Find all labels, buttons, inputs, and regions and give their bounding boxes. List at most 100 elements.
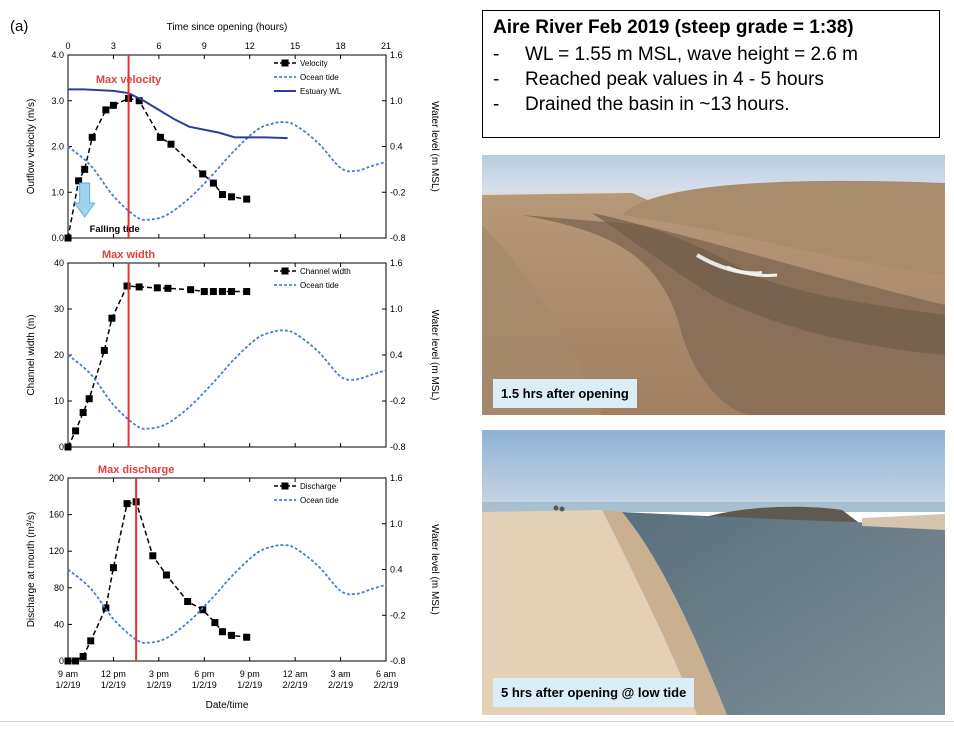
width-data-point — [64, 443, 72, 451]
width-data-point — [209, 288, 217, 296]
discharge-data-point — [184, 598, 192, 606]
footer-divider — [0, 721, 954, 722]
width-ytick-label: 10 — [54, 396, 64, 406]
bottom-xtick-date: 1/2/19 — [55, 680, 80, 690]
velocity-ytick-label: 0.0 — [51, 233, 64, 243]
top-xtick-label: 15 — [290, 41, 300, 51]
width-data-point — [218, 288, 226, 296]
width-y2tick-label: 1.0 — [390, 304, 403, 314]
discharge-data-point — [218, 628, 226, 636]
info-box-title: Aire River Feb 2019 (steep grade = 1:38) — [493, 17, 854, 38]
discharge-data-point — [243, 633, 251, 641]
width-y2tick-label: -0.8 — [390, 442, 406, 452]
info-box-list: - WL = 1.55 m MSL, wave height = 2.6 m -R… — [493, 42, 929, 117]
discharge-y2label: Water level (m MSL) — [429, 524, 440, 615]
info-bullet: - WL = 1.55 m MSL, wave height = 2.6 m — [493, 44, 859, 65]
top-xtick-label: 0 — [65, 41, 70, 51]
velocity-y2tick-label: 0.4 — [390, 142, 403, 152]
discharge-data-point — [102, 604, 110, 612]
width-data-point — [123, 282, 131, 290]
info-box: Aire River Feb 2019 (steep grade = 1:38)… — [482, 10, 940, 138]
velocity-legend-label: Ocean tide — [300, 73, 339, 82]
discharge-data-point — [162, 571, 170, 579]
velocity-data-point — [218, 191, 226, 199]
width-plot-frame — [67, 262, 387, 448]
velocity-y2tick-label: 1.0 — [390, 96, 403, 106]
info-bullet: - Drained the basin in ~13 hours. — [493, 94, 790, 115]
velocity-y2tick-label: 1.6 — [390, 50, 403, 60]
discharge-ocean-tide-line — [67, 544, 387, 644]
width-data-point — [228, 288, 236, 296]
discharge-y2tick-label: 1.0 — [390, 519, 403, 529]
velocity-ytick-label: 3.0 — [51, 96, 64, 106]
width-data-point — [85, 395, 93, 403]
bottom-xtick-date: 1/2/19 — [146, 680, 171, 690]
photo-channel-1-5hrs: 1.5 hrs after opening — [482, 155, 945, 415]
velocity-ytick-label: 1.0 — [51, 187, 64, 197]
top-xtick-label: 21 — [381, 41, 391, 51]
discharge-data-point — [228, 631, 236, 639]
figure-charts: (a) 0.0 1.0 2.0 3.0 4.0 -0.8 -0.2 0.4 1.0 1.6 Outf… — [10, 18, 440, 711]
figure-label: (a) — [10, 18, 28, 35]
width-ytick-label: 40 — [54, 258, 64, 268]
width-y2tick-label: -0.2 — [390, 396, 406, 406]
bottom-xtick-date: 2/2/19 — [328, 680, 353, 690]
discharge-ytick-label: 120 — [49, 546, 64, 556]
bottom-xtick-label: 3 am — [331, 669, 351, 679]
bottom-xtick-date: 1/2/19 — [237, 680, 262, 690]
discharge-data-line — [68, 500, 247, 662]
velocity-data-point — [135, 97, 143, 105]
discharge-data-point — [123, 500, 131, 508]
discharge-ytick-label: 200 — [49, 473, 64, 483]
velocity-ytick-label: 4.0 — [51, 50, 64, 60]
discharge-y2tick-label: 1.6 — [390, 473, 403, 483]
velocity-ytick-label: 2.0 — [51, 142, 64, 152]
bottom-xtick-label: 12 pm — [101, 669, 126, 679]
discharge-data-point — [87, 637, 95, 645]
photo-caption: 5 hrs after opening @ low tide — [493, 678, 695, 707]
discharge-legend-marker — [281, 482, 289, 490]
bottom-xtick-date: 2/2/19 — [283, 680, 308, 690]
discharge-ytick-label: 160 — [49, 510, 64, 520]
bottom-xtick-date: 2/2/19 — [373, 680, 398, 690]
discharge-data-point — [211, 619, 219, 627]
velocity-legend-label: Velocity — [300, 59, 328, 68]
bottom-xtick-label: 6 am — [376, 669, 396, 679]
discharge-ytick-label: 0 — [59, 656, 64, 666]
width-data-point — [100, 346, 108, 354]
velocity-data-point — [209, 179, 217, 187]
width-data-point — [200, 288, 208, 296]
velocity-data-point — [81, 165, 89, 173]
discharge-legend-label: Ocean tide — [300, 496, 339, 505]
discharge-y2tick-label: -0.2 — [390, 610, 406, 620]
velocity-data-point — [199, 170, 207, 178]
photo-2-image — [482, 430, 945, 715]
velocity-data-point — [156, 133, 164, 141]
discharge-data-point — [64, 657, 72, 665]
velocity-data-point — [109, 101, 117, 109]
width-data-point — [164, 284, 172, 292]
width-data-point — [243, 288, 251, 296]
width-legend-label: Channel width — [300, 267, 351, 276]
velocity-data-point — [64, 234, 72, 242]
velocity-y2tick-label: -0.8 — [390, 233, 406, 243]
width-y2tick-label: 0.4 — [390, 350, 403, 360]
width-data-point — [135, 283, 143, 291]
width-data-point — [153, 284, 161, 292]
bottom-axis-label: Date/time — [206, 700, 249, 711]
info-bullet-text: WL = 1.55 m MSL, wave height = 2.6 m — [525, 44, 859, 65]
discharge-data-point — [199, 606, 207, 614]
photo-1-image — [482, 155, 945, 415]
top-xtick-label: 18 — [336, 41, 346, 51]
discharge-legend-label: Discharge — [300, 482, 337, 491]
velocity-legend-label: Estuary WL — [300, 87, 342, 96]
discharge-max-label: Max discharge — [98, 464, 174, 476]
info-bullet: - Reached peak values in 4 - 5 hours — [493, 69, 824, 90]
bottom-xtick-label: 3 pm — [149, 669, 169, 679]
velocity-max-label: Max velocity — [96, 74, 162, 86]
velocity-y2label: Water level (m MSL) — [429, 101, 440, 192]
falling-tide-label: Falling tide — [90, 224, 140, 235]
velocity-estuary-wl-line — [68, 88, 288, 140]
velocity-ocean-tide-line — [67, 121, 387, 221]
width-legend-marker — [281, 267, 289, 275]
